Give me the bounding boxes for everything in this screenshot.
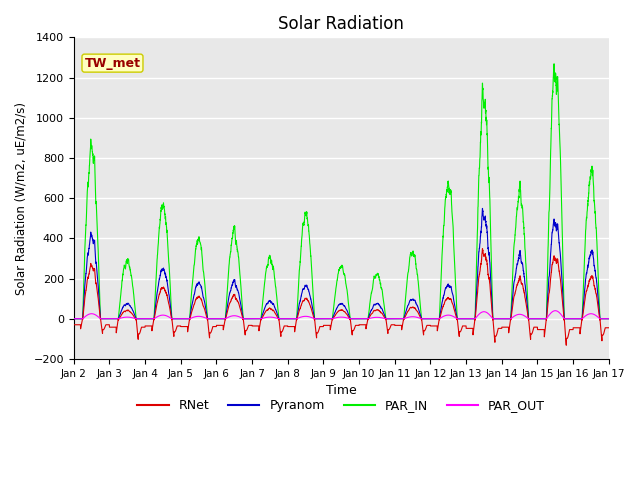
Y-axis label: Solar Radiation (W/m2, uE/m2/s): Solar Radiation (W/m2, uE/m2/s)	[15, 102, 28, 295]
Title: Solar Radiation: Solar Radiation	[278, 15, 404, 33]
Text: TW_met: TW_met	[84, 57, 140, 70]
X-axis label: Time: Time	[326, 384, 356, 397]
Legend: RNet, Pyranom, PAR_IN, PAR_OUT: RNet, Pyranom, PAR_IN, PAR_OUT	[132, 394, 550, 417]
